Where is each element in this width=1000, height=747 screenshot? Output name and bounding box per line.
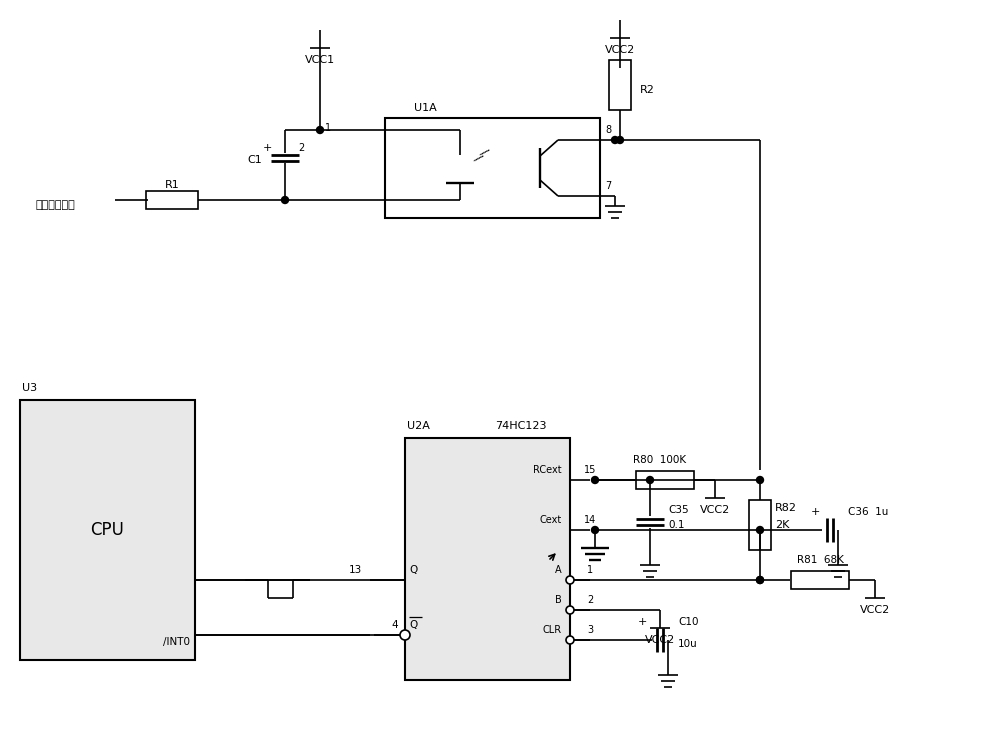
Bar: [749, 500, 771, 550]
Text: R81  68K: R81 68K: [797, 555, 843, 565]
Circle shape: [757, 577, 764, 583]
Text: 15: 15: [584, 465, 596, 475]
Text: 4: 4: [392, 620, 398, 630]
Text: VCC1: VCC1: [305, 55, 335, 65]
Circle shape: [612, 137, 618, 143]
Circle shape: [592, 477, 598, 483]
Circle shape: [616, 137, 624, 143]
Text: VCC2: VCC2: [645, 635, 675, 645]
Text: 10u: 10u: [678, 639, 698, 649]
Text: /INT0: /INT0: [163, 637, 190, 647]
Text: B: B: [555, 595, 562, 605]
Circle shape: [566, 576, 574, 584]
Text: Q: Q: [409, 565, 417, 575]
Text: VCC2: VCC2: [700, 505, 730, 515]
Text: C10: C10: [678, 617, 698, 627]
Text: /: /: [478, 146, 490, 158]
Text: 1: 1: [587, 565, 593, 575]
Text: 13: 13: [348, 565, 362, 575]
Text: RCext: RCext: [533, 465, 562, 475]
Text: 7: 7: [605, 181, 611, 191]
Text: 1: 1: [325, 123, 331, 133]
Circle shape: [757, 527, 764, 533]
Circle shape: [566, 606, 574, 614]
Text: CPU: CPU: [90, 521, 124, 539]
Text: R2: R2: [640, 85, 655, 95]
Text: 8: 8: [605, 125, 611, 135]
Text: C1: C1: [248, 155, 262, 165]
Text: 2: 2: [587, 595, 593, 605]
Text: 14: 14: [584, 515, 596, 525]
Text: 通道受阻信号: 通道受阻信号: [35, 200, 75, 210]
Text: Cext: Cext: [540, 515, 562, 525]
Circle shape: [757, 577, 764, 583]
Text: VCC2: VCC2: [605, 45, 635, 55]
Text: A: A: [555, 565, 562, 575]
Circle shape: [566, 636, 574, 644]
Text: 0.1: 0.1: [668, 520, 684, 530]
Text: +: +: [262, 143, 272, 153]
Text: VCC2: VCC2: [860, 605, 890, 615]
Text: U3: U3: [22, 383, 37, 393]
Text: R82: R82: [775, 503, 797, 513]
Text: R80  100K: R80 100K: [633, 455, 687, 465]
Text: 3: 3: [587, 625, 593, 635]
Text: 2K: 2K: [775, 520, 789, 530]
Circle shape: [757, 477, 764, 483]
Bar: [20, 400, 195, 660]
Text: CLR: CLR: [543, 625, 562, 635]
Circle shape: [646, 477, 654, 483]
Text: U2A: U2A: [407, 421, 430, 431]
Polygon shape: [446, 564, 474, 592]
Text: U1A: U1A: [414, 103, 436, 113]
Circle shape: [282, 196, 288, 203]
Text: /: /: [472, 152, 484, 164]
Text: Q: Q: [409, 620, 417, 630]
Text: +: +: [637, 617, 647, 627]
Text: +: +: [810, 507, 820, 517]
Bar: [146, 191, 198, 209]
Text: R1: R1: [165, 180, 179, 190]
Circle shape: [592, 527, 598, 533]
Circle shape: [400, 630, 410, 640]
Bar: [385, 118, 600, 218]
Bar: [636, 471, 694, 489]
Bar: [609, 60, 631, 110]
Text: C36  1u: C36 1u: [848, 507, 888, 517]
Bar: [791, 571, 849, 589]
Circle shape: [316, 126, 324, 134]
Text: 2: 2: [298, 143, 304, 153]
Bar: [405, 438, 570, 680]
Text: C35: C35: [668, 505, 689, 515]
Text: 74HC123: 74HC123: [495, 421, 546, 431]
